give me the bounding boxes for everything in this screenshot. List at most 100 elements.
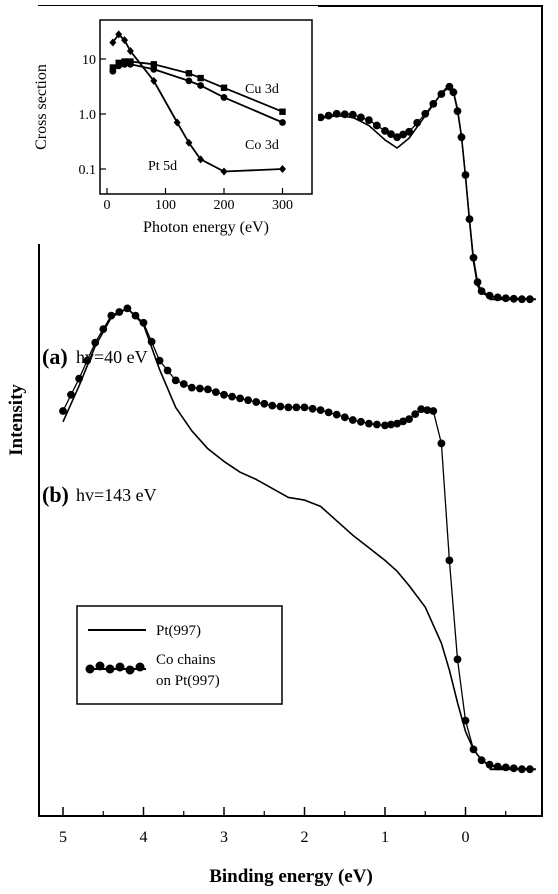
inset-marker-co-3d (279, 119, 286, 126)
panel-a-point (357, 113, 365, 122)
panel-b-point (509, 764, 518, 773)
legend-label-pt997: Pt(997) (156, 623, 201, 639)
inset-marker-pt-5d (126, 46, 134, 55)
panel-b-point (252, 398, 261, 406)
panel-b-point (163, 366, 172, 375)
inset-marker-co-3d (115, 62, 123, 70)
inset-marker-pt-5d (109, 38, 117, 47)
panel-b-point (387, 420, 395, 429)
annotation-b-letter: (b) (42, 482, 69, 507)
panel-b-point (324, 408, 333, 417)
panel-b-point (316, 406, 325, 414)
inset-marker-pt-5d (121, 36, 129, 45)
panel-b-point (131, 311, 140, 320)
panel-b-point (348, 416, 357, 424)
inset-marker-pt-5d (279, 165, 286, 173)
inset-series-label-co3d: Co 3d (245, 138, 279, 153)
panel-b-point (171, 376, 180, 385)
panel-a-point (405, 127, 413, 136)
inset-y-axis-label: Cross section (33, 64, 50, 150)
panel-a-point (518, 295, 526, 304)
panel-b-point (91, 338, 100, 347)
panel-b-point (373, 420, 381, 429)
panel-b-point (59, 407, 67, 415)
panel-a-point (393, 133, 401, 142)
panel-b-point (123, 304, 132, 313)
inset-x-tick-label-100: 100 (155, 198, 176, 213)
panel-b-point (155, 356, 164, 365)
panel-b-point (147, 337, 156, 346)
x-tick-label-3: 3 (220, 829, 228, 846)
inset-x-axis-label: Photon energy (eV) (143, 219, 269, 236)
panel-b-point (67, 390, 75, 399)
x-tick-label-4: 4 (140, 829, 148, 846)
inset-chart: 0 100 200 300 0.1 1.0 10 Photon energy (eV) Cr… (28, 6, 318, 244)
panel-b-point (469, 745, 478, 754)
annotation-a-letter: (a) (42, 344, 68, 369)
panel-a-point (461, 171, 470, 179)
x-tick-label-5: 5 (59, 829, 67, 846)
inset-marker-cu-3d (185, 70, 193, 77)
inset-marker-pt-5d (115, 30, 123, 39)
panel-a-point (501, 294, 510, 303)
panel-a-point (457, 133, 466, 142)
panel-a-point (453, 107, 462, 115)
panel-b-point (228, 392, 237, 401)
inset-marker-co-3d (121, 60, 128, 68)
panel-a-point (399, 130, 407, 139)
inset-background (28, 6, 318, 244)
panel-b-point (332, 410, 341, 419)
panel-b-point (83, 356, 92, 365)
panel-a-point (449, 88, 458, 97)
annotation-a-label: hv=40 eV (76, 347, 148, 367)
panel-a-point (509, 294, 518, 303)
inset-marker-cu-3d (109, 64, 117, 71)
annotation-b: (b) hv=143 eV (42, 482, 157, 507)
inset-marker-co-3d (197, 82, 205, 89)
inset-x-tick-label-300: 300 (272, 198, 293, 213)
panel-b-point (300, 403, 309, 412)
panel-a-point (324, 111, 333, 120)
panel-b-point (99, 325, 108, 333)
panel-b-point (365, 419, 373, 428)
panel-b-point (187, 383, 196, 392)
panel-a-point (473, 278, 482, 286)
panel-b-point (423, 406, 432, 414)
panel-a-point (421, 109, 430, 118)
inset-marker-cu-3d (150, 61, 157, 68)
inset-series-pt-5d (109, 30, 286, 176)
panel-a-point (332, 109, 341, 118)
legend-swatch-co-chains (85, 661, 146, 675)
panel-b-point (485, 760, 494, 769)
x-axis-label: Binding energy (eV) (209, 866, 373, 887)
inset-series-label-cu3d: Cu 3d (245, 82, 279, 97)
annotation-b-label: hv=143 eV (76, 485, 157, 505)
panel-b-point (445, 556, 454, 565)
panel-a-point (437, 90, 446, 98)
panel-b-point (429, 407, 438, 415)
panel-b-point (493, 762, 502, 771)
panel-a-point (413, 118, 422, 127)
panel-a-point (381, 126, 389, 135)
panel-b-point (244, 396, 253, 405)
panel-b-point (381, 421, 389, 430)
panel-b-point (284, 403, 293, 412)
legend-label-co-chains-line2: on Pt(997) (156, 673, 220, 689)
inset-marker-pt-5d (173, 118, 181, 127)
panel-b-point (518, 765, 526, 774)
panel-b-point (196, 384, 204, 393)
inset-frame (99, 19, 313, 195)
panel-b-point (139, 318, 148, 327)
panel-b-point (179, 380, 188, 388)
panel-b-point (417, 405, 426, 414)
inset-ticks: 0 100 200 300 0.1 1.0 10 (79, 53, 294, 213)
panel-b-point (357, 417, 365, 426)
inset-line-pt-5d (112, 33, 283, 173)
legend: Pt(997) Co chains on Pt(997) (76, 605, 283, 705)
panel-a-point (465, 215, 474, 224)
annotation-a: (a) hv=40 eV (42, 344, 148, 369)
inset-marker-co-3d (185, 77, 193, 85)
panel-b-point (292, 403, 301, 412)
inset-plot-area (109, 30, 286, 176)
